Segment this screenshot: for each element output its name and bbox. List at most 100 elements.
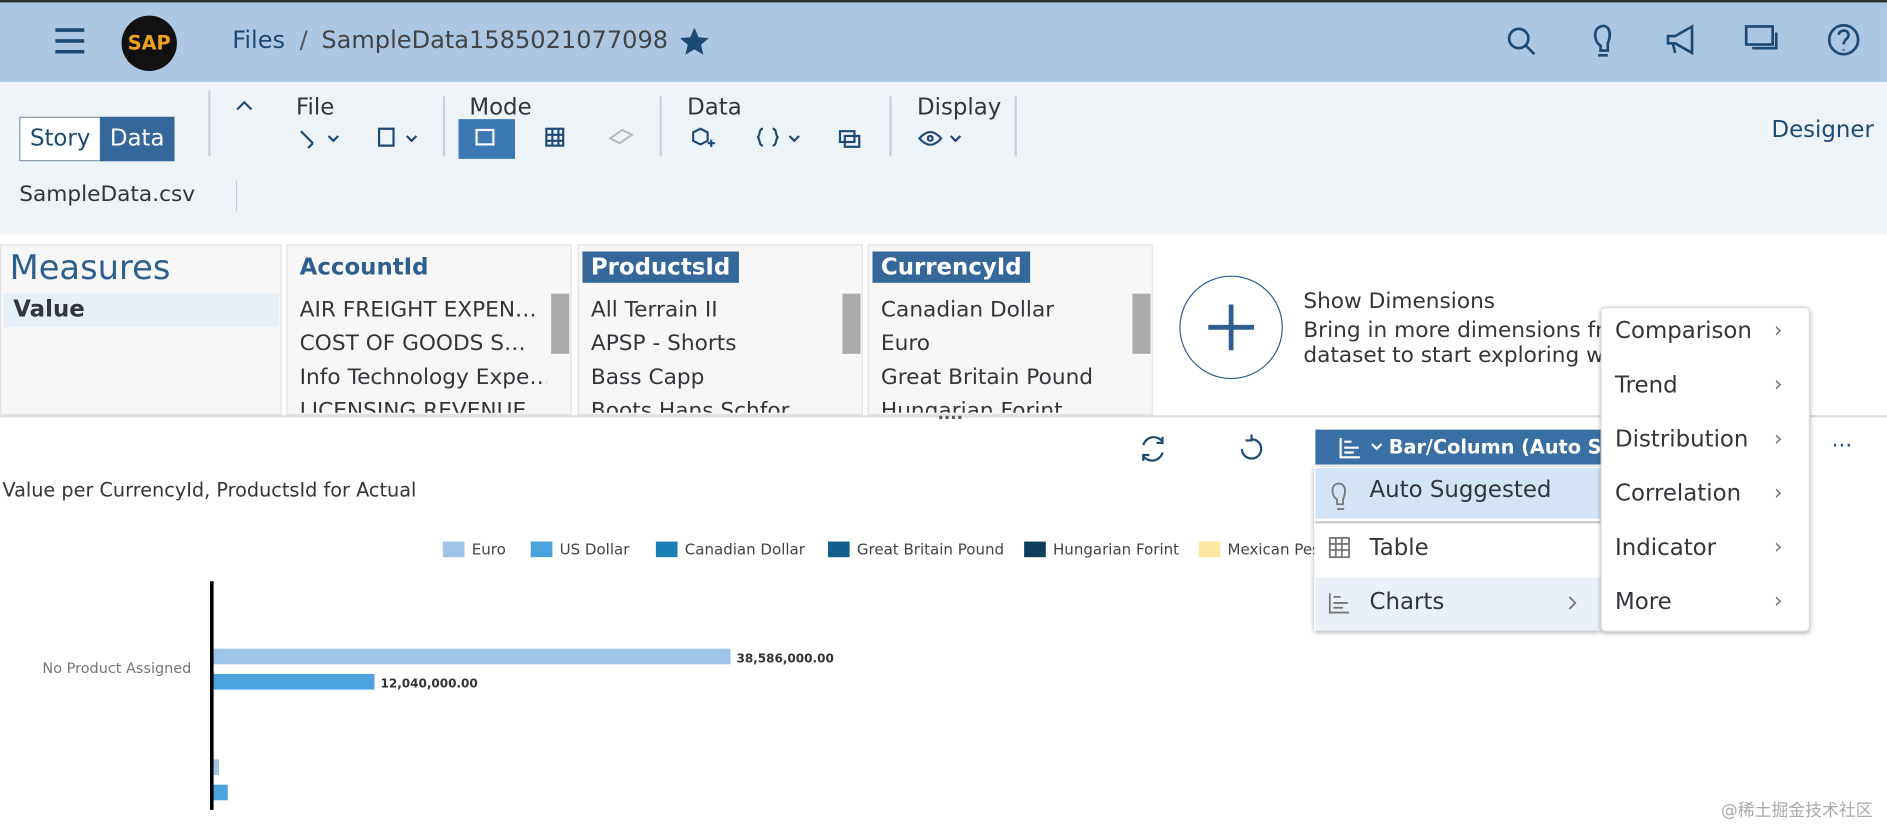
group-label: Data — [687, 93, 742, 121]
legend-swatch — [827, 541, 850, 558]
menu-hover — [1315, 577, 1601, 631]
dimension-member[interactable]: Boots Hans Schfor — [590, 398, 790, 413]
measure[interactable]: Value — [13, 296, 85, 323]
shell-icons[interactable] — [1504, 22, 1865, 63]
dimension-member[interactable]: COST OF GOODS S… — [299, 330, 526, 357]
submenu-item[interactable]: Indicator — [1615, 534, 1717, 561]
chart-actions[interactable] — [1138, 433, 1270, 464]
group-label: Mode — [469, 93, 532, 121]
submenu-item[interactable]: Correlation — [1615, 480, 1742, 507]
chart-type-icon — [1339, 438, 1383, 459]
group-label: Display — [917, 93, 1002, 121]
scrollbar[interactable] — [551, 293, 570, 354]
value-label: 38,586,000.00 — [737, 651, 834, 665]
dimension-member[interactable]: APSP - Shorts — [590, 330, 737, 357]
dataset[interactable]: SampleData.csv — [19, 181, 196, 207]
splitter-grip[interactable]: ···· — [937, 409, 964, 429]
legend-swatch — [1198, 541, 1221, 558]
submenu-arrow: › — [1773, 480, 1783, 506]
menu-item[interactable]: Auto Suggested — [1369, 476, 1552, 504]
logo[interactable]: SAP — [121, 15, 177, 72]
dimension-title[interactable]: ProductsId — [582, 251, 739, 283]
legend-label: US Dollar — [560, 540, 631, 558]
designer[interactable]: Designer — [1771, 116, 1874, 144]
legend-swatch — [1024, 541, 1046, 558]
chart-title: Value per CurrencyId, ProductsId for Act… — [2, 479, 416, 502]
story-tab[interactable]: Story — [19, 116, 102, 162]
dimension-member[interactable]: Hungarian Forint — [880, 398, 1063, 413]
breadcrumb[interactable]: Files — [232, 25, 286, 55]
dimension-member[interactable]: LICENSING REVENUE — [299, 398, 527, 413]
menu-item[interactable]: Table — [1369, 534, 1429, 561]
legend-label: Great Britain Pound — [857, 540, 1004, 558]
submenu-arrow: › — [1773, 371, 1783, 398]
dimension-list: All Terrain II APSP - Shorts Bass Capp Boot… — [578, 294, 840, 413]
data-tab[interactable]: Data — [99, 116, 175, 162]
show-dimensions: Show Dimensions — [1303, 288, 1496, 315]
submenu-item[interactable]: Comparison — [1615, 317, 1752, 345]
separator: / — [299, 25, 308, 55]
menu-icon[interactable] — [53, 26, 87, 55]
plus-icon — [1208, 304, 1254, 351]
dimension-member[interactable]: Euro — [880, 330, 931, 357]
legend-label: Canadian Dollar — [685, 540, 806, 558]
bar — [213, 784, 228, 801]
measures-panel — [0, 244, 282, 416]
submenu-arrow: › — [1773, 534, 1783, 560]
legend-label: Mexican Pes — [1228, 540, 1321, 558]
dimension-member[interactable]: Great Britain Pound — [880, 364, 1094, 390]
legend-label: Euro — [472, 540, 506, 558]
group-label: File — [296, 93, 335, 121]
scrollbar[interactable] — [1132, 293, 1151, 354]
legend-label: Hungarian Forint — [1053, 540, 1179, 558]
bar — [213, 648, 731, 665]
menu-icons — [1328, 482, 1577, 614]
mode-active[interactable] — [458, 119, 516, 159]
menu-item[interactable]: Charts — [1369, 588, 1445, 615]
dimension-panel — [286, 244, 572, 416]
legend-swatch — [655, 541, 678, 558]
toolbar — [0, 81, 1887, 235]
file-name: SampleData1585021077098 — [321, 25, 669, 55]
dimension-list: Canadian Dollar Euro Great Britain Pound Hu… — [868, 294, 1130, 413]
bar — [213, 759, 220, 776]
add-dimension[interactable] — [1179, 275, 1283, 380]
measures-title: Measures — [9, 247, 171, 288]
dimension-member[interactable]: Info Technology Expe… — [299, 364, 547, 390]
chart-type-button[interactable] — [1315, 429, 1613, 465]
shell-bar — [0, 0, 1887, 85]
scrollbar[interactable] — [842, 293, 861, 354]
splitter — [0, 415, 1887, 418]
bar — [213, 673, 375, 690]
measure-row[interactable] — [3, 293, 280, 328]
submenu-item[interactable]: More — [1615, 588, 1672, 615]
dimension-title[interactable]: AccountId — [299, 253, 429, 281]
hint: Bring in more dimensions fro — [1303, 317, 1617, 343]
favorite[interactable] — [679, 26, 710, 57]
chart: Value per CurrencyId, ProductsId for Act… — [2, 479, 1321, 810]
more-icon[interactable]: ··· — [1831, 433, 1853, 459]
submenu-item[interactable]: Trend — [1615, 371, 1678, 399]
toolbar-icons[interactable] — [205, 90, 1035, 162]
dimension-member[interactable]: Canadian Dollar — [880, 297, 1055, 323]
submenu-arrow: › — [1773, 317, 1783, 343]
watermark: @稀土掘金技术社区 — [1720, 801, 1873, 821]
submenu-arrow: › — [1773, 426, 1783, 452]
menu-highlight — [1315, 468, 1601, 519]
menu-divider — [1315, 521, 1601, 524]
dimension-member[interactable]: Bass Capp — [590, 364, 705, 390]
submenu-item[interactable]: Distribution — [1615, 426, 1749, 453]
category-label: No Product Assigned — [42, 661, 191, 677]
value-label: 12,040,000.00 — [380, 677, 477, 691]
submenu — [1600, 306, 1810, 632]
divider — [235, 180, 238, 212]
dimension-member[interactable]: All Terrain II — [590, 297, 718, 323]
submenu-arrow: › — [1773, 588, 1783, 614]
legend-swatch — [530, 541, 553, 558]
dimension-member[interactable]: AIR FREIGHT EXPEN… — [299, 297, 537, 323]
dimension-title[interactable]: CurrencyId — [872, 251, 1031, 283]
hint: dataset to start exploring wit — [1303, 342, 1619, 369]
chart-type-label[interactable]: Bar/Column (Auto Sugg — [1388, 435, 1606, 459]
